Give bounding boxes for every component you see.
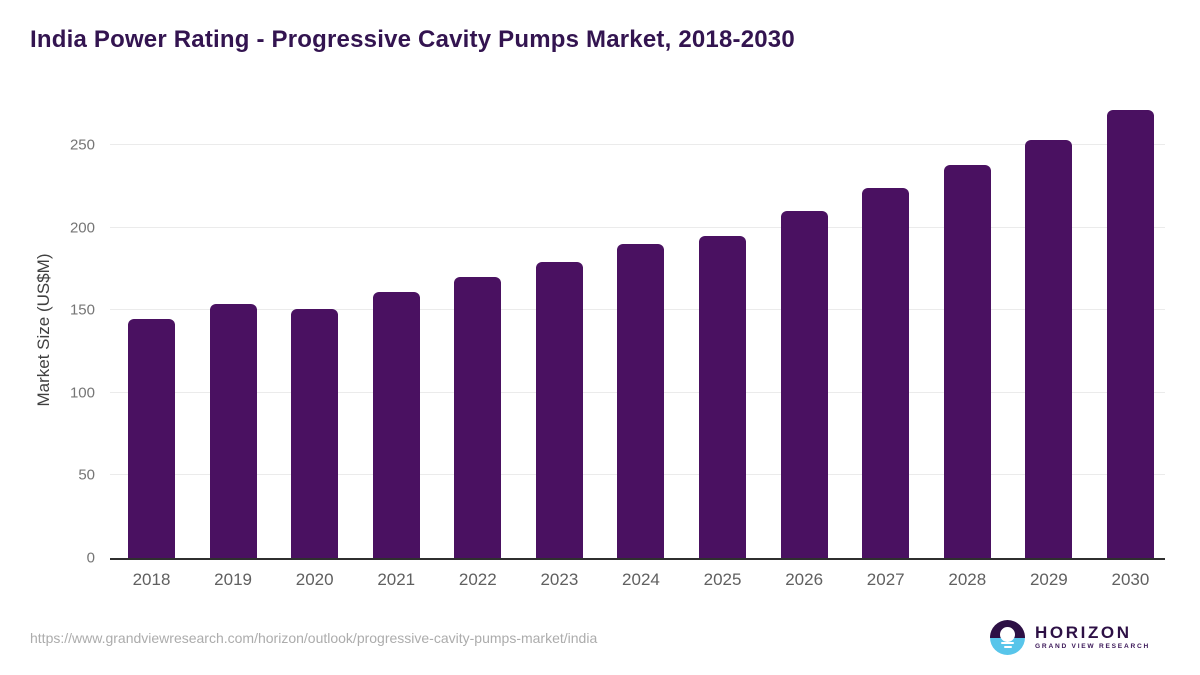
y-tick-label: 200	[69, 219, 95, 237]
bar-2028	[943, 164, 991, 558]
x-tick-label: 2022	[458, 570, 497, 589]
y-tick-label: 150	[69, 301, 95, 319]
y-tick-label: 50	[78, 466, 95, 484]
x-tick-label: 2030	[1111, 570, 1150, 589]
logo-sun-shape	[1000, 627, 1016, 642]
bar-2022	[454, 277, 502, 558]
logo-text: HORIZON GRAND VIEW RESEARCH	[1035, 624, 1150, 651]
x-tick-label: 2021	[377, 570, 416, 589]
x-tick-label: 2025	[703, 570, 742, 589]
y-axis-title: Market Size (US$M)	[34, 253, 53, 407]
bar-2029	[1025, 140, 1073, 558]
x-tick-label: 2028	[948, 570, 987, 589]
x-tick-label: 2019	[214, 570, 252, 589]
horizon-logo-icon	[990, 620, 1026, 655]
page-title: India Power Rating - Progressive Cavity …	[30, 26, 795, 53]
bars	[110, 110, 1165, 558]
x-tick-label: 2027	[866, 570, 905, 589]
logo-brand: HORIZON	[1035, 623, 1132, 643]
footer: https://www.grandviewresearch.com/horizo…	[30, 620, 1150, 655]
x-tick-label: 2018	[132, 570, 171, 589]
bar-2030	[1106, 110, 1154, 558]
plot-area: 0 50 100 150 200 250	[70, 110, 1165, 567]
y-tick-label: 250	[69, 136, 95, 154]
logo-tagline: GRAND VIEW RESEARCH	[1035, 643, 1150, 651]
bar-2019	[209, 303, 257, 558]
source-url: https://www.grandviewresearch.com/horizo…	[30, 629, 598, 646]
y-tick-label: 0	[86, 549, 95, 567]
gridline	[110, 144, 1165, 146]
x-tick-label: 2029	[1029, 570, 1068, 589]
x-tick-label: 2026	[785, 570, 824, 589]
x-tick-label: 2020	[295, 570, 334, 589]
bar-2020	[291, 308, 339, 558]
x-tick-label: 2023	[540, 570, 579, 589]
bar-2027	[862, 188, 910, 558]
logo-reflection-shape	[1001, 641, 1015, 644]
bar-2018	[128, 318, 175, 558]
logo-reflection-shape	[1003, 646, 1012, 648]
horizon-logo: HORIZON GRAND VIEW RESEARCH	[990, 620, 1150, 655]
bar-2021	[372, 292, 420, 558]
bar-2023	[535, 262, 583, 558]
x-axis-labels: 2018 2019 2020 2021 2022 2023 2024 2025 2026 2027…	[110, 570, 1165, 590]
x-tick-label: 2024	[622, 570, 660, 589]
bar-2024	[617, 244, 665, 558]
y-tick-label: 100	[69, 384, 95, 402]
bar-2025	[699, 235, 747, 558]
gridline	[110, 226, 1165, 228]
bar-2026	[780, 211, 828, 558]
